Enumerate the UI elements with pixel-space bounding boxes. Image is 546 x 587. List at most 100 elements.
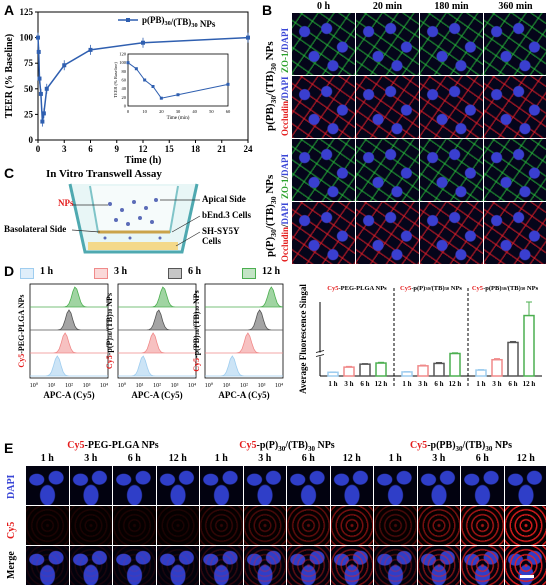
bar <box>375 362 387 377</box>
x-tick-label: 24 <box>244 144 254 154</box>
flow-x-label: APC-A (Cy5) <box>218 390 269 400</box>
dapi-image <box>287 466 330 505</box>
flow-x-tick-label: 10⁴ <box>188 383 196 389</box>
cy5-image <box>504 506 546 545</box>
e-row-label: Merge <box>6 551 17 579</box>
dapi-image <box>26 466 69 505</box>
inset-x-tick-label: 50 <box>209 109 214 114</box>
b-row-label: Occludin/DAPI <box>280 202 290 262</box>
flow-histogram <box>30 332 108 354</box>
axis-break-mark <box>315 350 325 353</box>
bar-x-tick-label: 12 h <box>449 380 462 388</box>
axis-break-mark <box>315 354 325 357</box>
e-column-header: 12 h <box>516 453 535 464</box>
bar-x-tick-label: 6 h <box>434 380 443 388</box>
b-row-label: Occludin/DAPI <box>280 76 290 136</box>
inset-y-label: TEER (% Baseline) <box>113 62 118 98</box>
e-group-header: Cy5-p(P)30/(TB)30 NPs <box>239 440 335 453</box>
d-legend-swatch <box>94 268 108 279</box>
cy5-image <box>374 506 417 545</box>
x-tick-label: 15 <box>165 144 175 154</box>
b-group-label: p(PB)30/(TB)30 NPs <box>264 41 279 131</box>
data-point <box>41 111 46 116</box>
d-legend-swatch <box>20 268 34 279</box>
dapi-image <box>417 466 460 505</box>
inset-point <box>134 67 138 71</box>
text-span: 30 <box>191 22 197 29</box>
bar <box>491 358 503 377</box>
occludin-image <box>292 202 355 264</box>
inset-y-tick-label: 40 <box>122 86 127 91</box>
e-column-header: 6 h <box>127 453 141 464</box>
text-span: -p(P) <box>411 285 425 292</box>
text-span: /(TB) <box>505 285 521 292</box>
bar <box>449 352 461 377</box>
d-legend-label: 12 h <box>262 266 281 277</box>
merge-image <box>417 546 460 585</box>
text-span: /(TB) <box>429 285 445 292</box>
occludin-image <box>420 76 483 138</box>
zo1-image <box>420 139 483 201</box>
inset-point <box>126 61 130 65</box>
dapi-image <box>461 466 504 505</box>
e-column-header: 6 h <box>301 453 315 464</box>
bar <box>327 371 339 377</box>
dapi-image <box>200 466 243 505</box>
inset-y-tick-label: 60 <box>122 78 127 83</box>
bar-x-tick-label: 3 h <box>344 380 353 388</box>
data-point <box>38 91 43 96</box>
flow-frame <box>204 283 284 379</box>
flow-x-tick-label: 10³ <box>83 383 91 389</box>
cy5-image <box>200 506 243 545</box>
cy5-image <box>69 506 112 545</box>
data-point <box>44 86 49 91</box>
legend-label: p(PB)30/(TB)30 NPs <box>142 15 216 29</box>
e-column-header: 1 h <box>214 453 228 464</box>
label-shsy: SH-SY5Y Cells <box>202 226 240 246</box>
text-span: /(TB) <box>105 314 114 334</box>
inset-y-tick-label: 20 <box>122 95 127 100</box>
x-tick-label: 9 <box>115 144 120 154</box>
inset-x-tick-label: 10 <box>142 109 147 114</box>
zo1-image <box>292 13 355 75</box>
occludin-image <box>420 202 483 264</box>
flow-x-tick-label: 10² <box>153 383 161 389</box>
dapi-image <box>113 466 156 505</box>
b-row-label: ZO-1/DAPI <box>280 153 290 199</box>
bar-x-tick-label: 12 h <box>375 380 388 388</box>
panel-label-a: A <box>4 2 15 18</box>
scale-bar <box>526 265 536 267</box>
flow-histogram <box>205 309 283 331</box>
text-span: -p(P) <box>105 338 114 356</box>
dapi-image <box>243 466 286 505</box>
axis-break <box>316 352 324 357</box>
zo1-image <box>292 139 355 201</box>
e-column-header: 6 h <box>475 453 489 464</box>
cy5-image <box>461 506 504 545</box>
bar-x-tick-label: 1 h <box>328 380 337 388</box>
e-column-header: 3 h <box>432 453 446 464</box>
label-basolateral: Basolateral Side <box>4 224 67 234</box>
b-column-header: 20 min <box>372 1 403 12</box>
y-tick-label: 50 <box>24 84 34 94</box>
x-tick-label: 0 <box>36 144 41 154</box>
text-span: 30 <box>195 330 201 336</box>
text-span: Cy5 <box>192 358 201 372</box>
cy5-image <box>243 506 286 545</box>
occludin-image <box>356 202 419 264</box>
cy5-image <box>417 506 460 545</box>
text-span: /(TB) <box>192 311 201 331</box>
flow-x-tick-label: 10¹ <box>136 383 144 389</box>
flow-x-tick-label: 10³ <box>258 383 266 389</box>
inset-y-tick-label: 120 <box>119 52 127 57</box>
occludin-image <box>484 202 546 264</box>
text-span: -PEG-PLGA NPs <box>17 294 26 353</box>
y-tick-label: 100 <box>20 33 34 43</box>
flow-histogram <box>205 355 283 377</box>
panel-label-c: C <box>4 165 15 181</box>
inset-point <box>226 82 230 86</box>
bar <box>417 365 429 377</box>
merge-image <box>69 546 112 585</box>
